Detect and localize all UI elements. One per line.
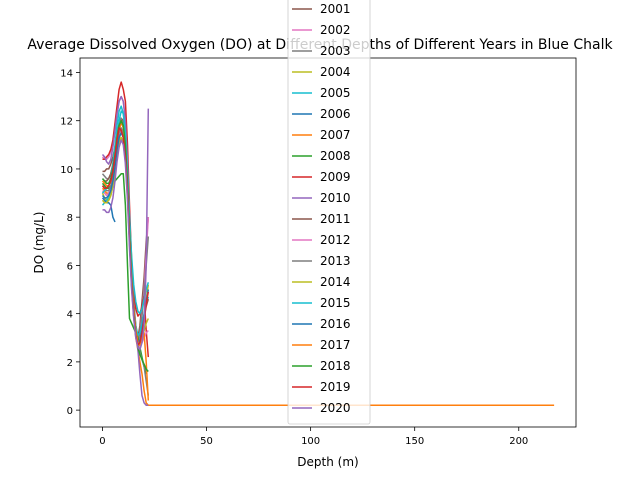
series-line-2006 [101,197,116,223]
legend-label-2004: 2004 [320,65,351,79]
y-tick-label: 12 [60,117,73,128]
x-axis-label: Depth (m) [297,455,358,469]
x-tick-label: 100 [301,436,320,447]
legend-label-2001: 2001 [320,2,351,16]
legend: 2001 2002 2003 2004 2005 2006 2007 2008 2009 2010… [287,0,371,425]
legend-label-2012: 2012 [320,233,351,247]
legend-box [287,0,371,425]
legend-label-2014: 2014 [320,275,351,289]
x-axis: 0 50 100 150 200 [99,427,528,447]
legend-label-2010: 2010 [320,191,351,205]
legend-label-2005: 2005 [320,86,351,100]
y-tick-label: 14 [60,68,73,79]
legend-label-2011: 2011 [320,212,351,226]
legend-label-2015: 2015 [320,296,351,310]
legend-label-2003: 2003 [320,44,351,58]
legend-label-2018: 2018 [320,359,351,373]
y-tick-label: 6 [67,261,73,272]
x-tick-label: 50 [200,436,213,447]
y-tick-label: 2 [67,358,73,369]
legend-label-2007: 2007 [320,128,351,142]
legend-label-2006: 2006 [320,107,351,121]
series-line-2018 [101,119,149,372]
x-tick-label: 0 [99,436,105,447]
y-tick-label: 0 [67,406,73,417]
legend-label-2016: 2016 [320,317,351,331]
x-tick-label: 200 [509,436,528,447]
series-line-2019 [101,127,150,346]
legend-label-2008: 2008 [320,149,351,163]
series-layer [101,81,555,407]
legend-label-2017: 2017 [320,338,351,352]
legend-label-2002: 2002 [320,23,351,37]
y-axis: 0 2 4 6 8 10 12 14 [60,68,80,417]
series-line-2010 [101,95,149,407]
x-tick-label: 150 [405,436,424,447]
y-tick-label: 8 [67,213,73,224]
legend-label-2009: 2009 [320,170,351,184]
legend-label-2020: 2020 [320,401,351,415]
y-tick-label: 10 [60,165,73,176]
legend-label-2013: 2013 [320,254,351,268]
y-axis-label: DO (mg/L) [32,212,46,274]
y-tick-label: 4 [67,310,73,321]
series-line-2020 [102,108,150,351]
legend-label-2019: 2019 [320,380,351,394]
